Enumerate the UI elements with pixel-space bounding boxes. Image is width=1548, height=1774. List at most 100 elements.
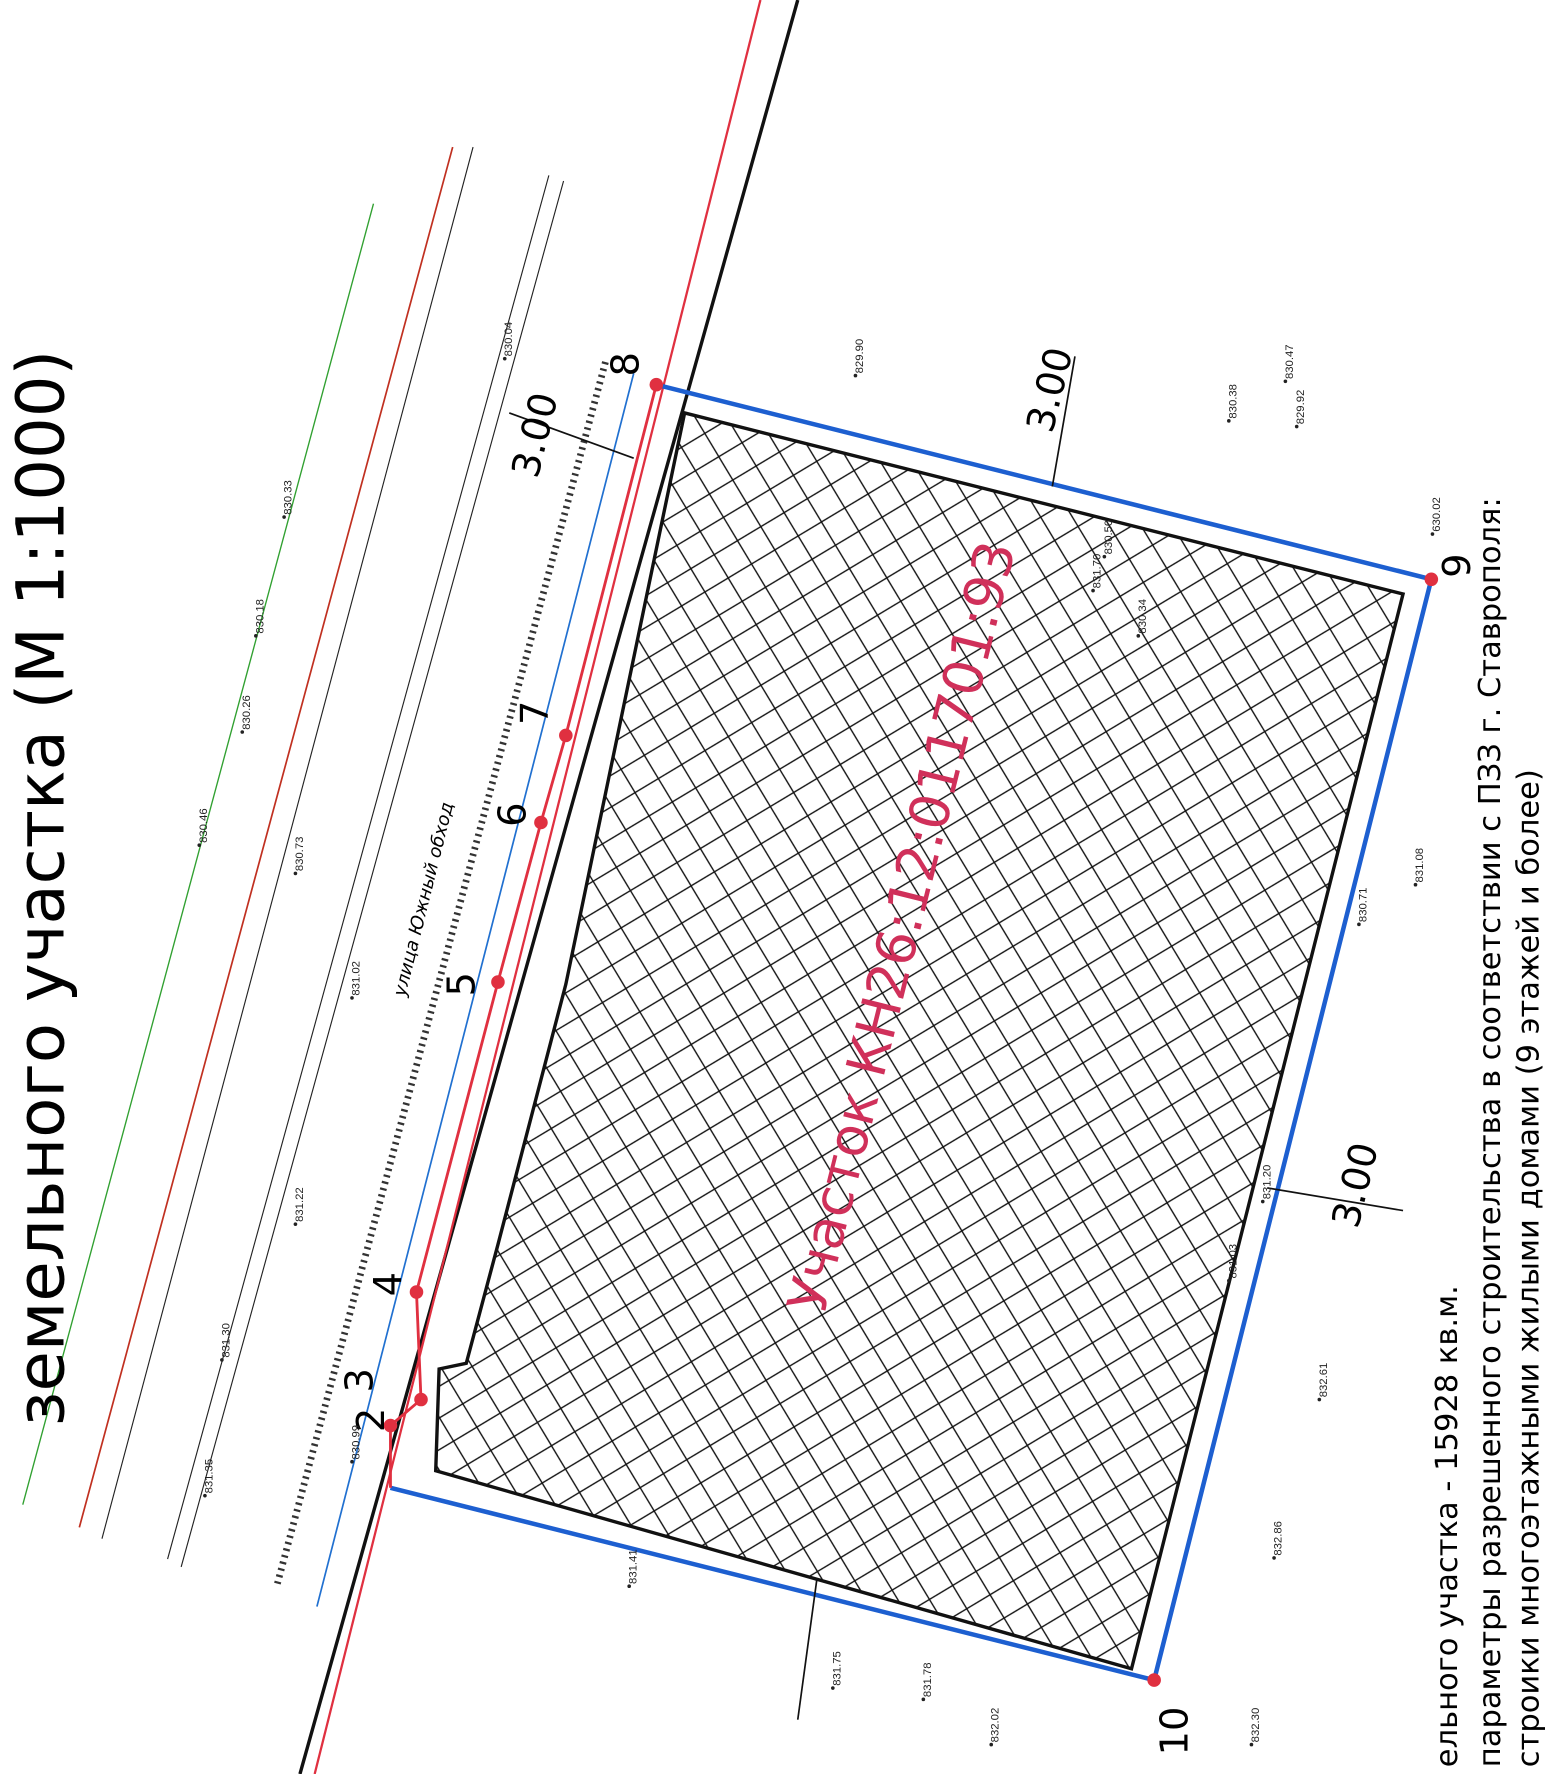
boundary-point [1147, 1673, 1161, 1687]
road-line [101, 146, 474, 1539]
utility-line [22, 203, 375, 1505]
elevation: 830.18 [254, 599, 266, 634]
elevation: 831.03 [1227, 1244, 1239, 1279]
elevation: 830.04 [503, 322, 515, 357]
elevation: 830.46 [198, 808, 210, 843]
road-edge [298, 0, 800, 1774]
blue-line [316, 373, 635, 1607]
elevation-dot [1102, 554, 1107, 559]
elevation: 831.70 [1092, 554, 1104, 589]
point-number: 2 [349, 1408, 394, 1432]
elevation-dot [853, 373, 858, 378]
elevation: 830.33 [283, 480, 295, 515]
point-number: 8 [604, 352, 649, 376]
boundary-point [414, 1392, 428, 1407]
elevation-dot [1413, 882, 1418, 887]
elevation-dot [1317, 1397, 1322, 1402]
elevation-dot [282, 515, 286, 519]
elevation-dot [220, 1358, 224, 1362]
elevation-dot [1136, 634, 1141, 638]
dimension-line [1267, 1187, 1404, 1212]
note: ельного участка - 15928 кв.м. [1430, 1285, 1465, 1767]
elevation: 829.92 [1295, 390, 1307, 425]
elevation-dot [1091, 588, 1095, 593]
elevation-dot [293, 1222, 298, 1226]
elevation: 830.50 [1103, 520, 1115, 555]
elevation-dot [1227, 1278, 1231, 1283]
elevation: 831.75 [831, 1651, 843, 1686]
boundary-point [1424, 572, 1439, 587]
elevation: 831.20 [1261, 1165, 1273, 1200]
elevation-dot [989, 1742, 994, 1747]
red-line [313, 0, 762, 1774]
elevation-dot [293, 871, 298, 876]
point-number: 9 [1435, 553, 1480, 577]
point-number: 3 [338, 1368, 383, 1392]
dimension-label: 3.00 [1018, 343, 1082, 437]
utility-line [78, 146, 454, 1528]
point-number: 5 [440, 972, 485, 996]
elevation-dot [921, 1697, 926, 1702]
elevation-dot [831, 1686, 835, 1690]
elevation-dot [1430, 532, 1435, 536]
road-line [167, 175, 550, 1560]
elevation: 830.26 [241, 695, 253, 730]
note: параметры разрешенного строительства в с… [1473, 497, 1508, 1767]
dimension-line [508, 412, 634, 460]
point-number: 6 [490, 802, 535, 826]
boundary-point [491, 975, 505, 989]
curb [274, 361, 609, 1585]
boundary-point [559, 728, 573, 743]
hatched-area [433, 410, 1406, 1671]
elevation-dot [1272, 1556, 1276, 1560]
elevation: 830.34 [1137, 599, 1149, 634]
elevation-dot [240, 730, 245, 734]
elevation: 831.35 [203, 1459, 215, 1494]
elevation: 831.41 [628, 1549, 640, 1584]
elevation-dot [254, 634, 258, 638]
road-line [180, 180, 565, 1568]
elevation: 630.02 [1431, 497, 1443, 532]
dimension-line [796, 1578, 818, 1720]
elevation-dot [1260, 1199, 1265, 1204]
elevation-dot [1294, 424, 1299, 429]
elevation-dot [197, 843, 202, 847]
map-title: земельного участка (М 1:1000) [3, 350, 79, 1426]
dimension-label: 3.00 [503, 388, 567, 482]
point-number: 7 [513, 701, 558, 725]
boundary-point [409, 1285, 424, 1299]
elevation: 832.61 [1318, 1363, 1330, 1398]
boundary-point [649, 377, 664, 392]
dimension-line [1051, 356, 1076, 487]
elevation-dot [1227, 419, 1231, 423]
elevation: 831.30 [220, 1323, 232, 1358]
elevation: 830.38 [1227, 384, 1239, 419]
elevation: 830.73 [294, 837, 306, 872]
elevation: 830.71 [1357, 888, 1369, 923]
elevation: 830.47 [1284, 344, 1296, 379]
elevation-dot [1283, 379, 1288, 384]
boundary-point [534, 815, 548, 830]
elevation: 830.99 [351, 1425, 363, 1460]
street-label: улица Южный обход [389, 800, 458, 999]
elevation: 829.90 [854, 339, 866, 374]
elevation: 831.22 [294, 1187, 306, 1222]
boundary-point [383, 1418, 398, 1433]
elevation: 832.86 [1273, 1521, 1285, 1556]
elevation-dot [627, 1584, 631, 1589]
elevation-dot [350, 1459, 354, 1464]
parcel-boundary [389, 382, 1435, 1683]
elevation: 832.30 [1250, 1708, 1262, 1743]
point-number: 10 [1152, 1707, 1197, 1756]
elevation: 831.08 [1414, 848, 1426, 883]
elevation: 832.02 [990, 1708, 1002, 1743]
elevation-dot [1249, 1742, 1254, 1747]
elevation-dot [203, 1493, 207, 1498]
elevation: 831.02 [351, 961, 363, 996]
elevation-dot [350, 996, 354, 1000]
point-number: 4 [366, 1272, 411, 1296]
elevation-dot [502, 356, 507, 361]
note: строики многоэтажными жилыми домами (9 э… [1511, 769, 1546, 1767]
